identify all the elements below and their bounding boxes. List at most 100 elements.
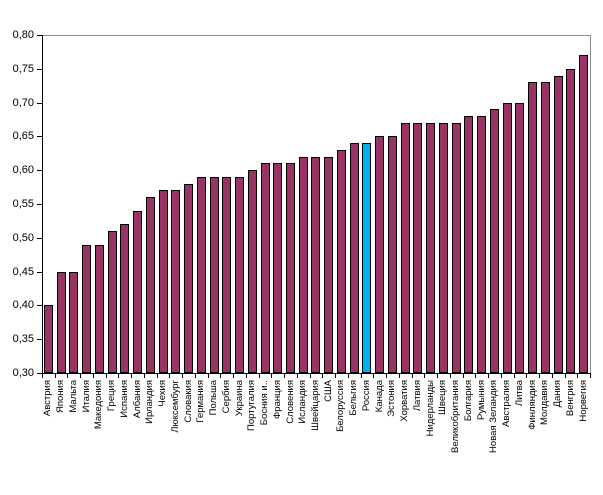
bar (401, 123, 410, 373)
x-axis-label: Новая Зеландия (488, 380, 499, 453)
bar (108, 231, 117, 373)
x-axis-label: Литва (514, 380, 525, 407)
x-axis-label: Швейцария (310, 380, 321, 431)
x-axis-label: Канада (374, 380, 385, 413)
x-axis-label: Великобритания (450, 380, 461, 453)
x-axis-label: Швеция (437, 380, 448, 415)
bar (57, 272, 66, 373)
x-axis-tick (514, 374, 515, 378)
y-axis-tick (37, 271, 42, 273)
x-axis-label: Словения (285, 380, 296, 424)
bar (133, 211, 142, 373)
x-axis-tick (361, 374, 362, 378)
x-axis-label: Украина (234, 380, 245, 417)
x-axis-label: Япония (55, 380, 66, 413)
bar (566, 69, 575, 373)
bar-highlight-Россия (362, 143, 371, 373)
x-axis-tick (552, 374, 553, 378)
x-axis-tick (399, 374, 400, 378)
bar (337, 150, 346, 373)
x-axis-tick (131, 374, 132, 378)
x-axis-tick (55, 374, 56, 378)
x-axis-label: Белоруссия (335, 380, 346, 432)
y-axis-tick (37, 136, 42, 138)
x-axis-tick (577, 374, 578, 378)
y-axis-label: 0,65 (12, 130, 34, 143)
x-axis-label: Португалия (246, 380, 257, 431)
x-axis-tick (144, 374, 145, 378)
x-axis-label: Испания (119, 380, 130, 418)
y-axis-tick (37, 373, 42, 374)
x-axis-tick (80, 374, 81, 378)
x-axis-label: Эстония (386, 380, 397, 417)
x-axis-tick (157, 374, 158, 378)
y-axis-label: 0,70 (12, 96, 34, 109)
bar (44, 305, 53, 373)
x-axis-label: Нидерланды (425, 380, 436, 437)
bar (120, 224, 129, 373)
y-axis-label: 0,75 (12, 62, 34, 75)
x-axis-label: Босния и.. (259, 380, 270, 426)
x-axis-tick (424, 374, 425, 378)
x-axis-tick (195, 374, 196, 378)
y-axis-tick (37, 102, 42, 104)
x-axis-label: Норвегия (578, 380, 589, 422)
bar (579, 55, 588, 373)
x-axis-tick (475, 374, 476, 378)
x-axis-tick (450, 374, 451, 378)
bar (426, 123, 435, 373)
x-axis-tick (42, 374, 43, 378)
x-axis-tick (590, 374, 591, 378)
x-axis-label: Словакия (183, 380, 194, 423)
x-axis-label: Венгрия (565, 380, 576, 417)
y-axis-line (42, 35, 43, 374)
y-axis-tick (37, 35, 42, 36)
x-axis-tick (182, 374, 183, 378)
x-axis-tick (412, 374, 413, 378)
x-axis-tick (118, 374, 119, 378)
bar (171, 190, 180, 373)
x-axis-label: Россия (361, 380, 372, 412)
bar (222, 177, 231, 373)
bar (210, 177, 219, 373)
bar (197, 177, 206, 373)
bar (184, 184, 193, 373)
x-axis-label: Дания (552, 380, 563, 408)
y-axis-tick (37, 237, 42, 239)
x-axis-tick (233, 374, 234, 378)
x-axis-label: Чехия (157, 380, 168, 407)
x-axis-label: Сербия (221, 380, 232, 414)
y-axis-label: 0,40 (12, 299, 34, 312)
bar (464, 116, 473, 373)
x-axis-label: Ирландия (144, 380, 155, 424)
x-axis-label: Латвия (412, 380, 423, 412)
y-axis-label: 0,50 (12, 231, 34, 244)
x-axis-tick (526, 374, 527, 378)
bar (311, 157, 320, 373)
x-axis-tick (322, 374, 323, 378)
bar (69, 272, 78, 373)
x-axis-tick (297, 374, 298, 378)
x-axis-tick (169, 374, 170, 378)
x-axis-label: Болгария (463, 380, 474, 422)
bar (261, 163, 270, 373)
x-axis-label: Италия (81, 380, 92, 413)
bar (528, 82, 537, 373)
bar (477, 116, 486, 373)
x-axis-label: Хорватия (399, 380, 410, 422)
y-axis-tick (37, 204, 42, 205)
y-axis-tick (37, 68, 42, 70)
bar (515, 103, 524, 373)
bar (541, 82, 550, 373)
x-axis-label: Люксембург (170, 380, 181, 433)
x-axis-tick (335, 374, 336, 378)
x-axis-tick (208, 374, 209, 378)
bar (235, 177, 244, 373)
bar (299, 157, 308, 373)
x-axis-tick (259, 374, 260, 378)
y-axis-label: 0,60 (12, 164, 34, 177)
x-axis-tick (220, 374, 221, 378)
y-axis-tick (37, 170, 42, 172)
bar (413, 123, 422, 373)
